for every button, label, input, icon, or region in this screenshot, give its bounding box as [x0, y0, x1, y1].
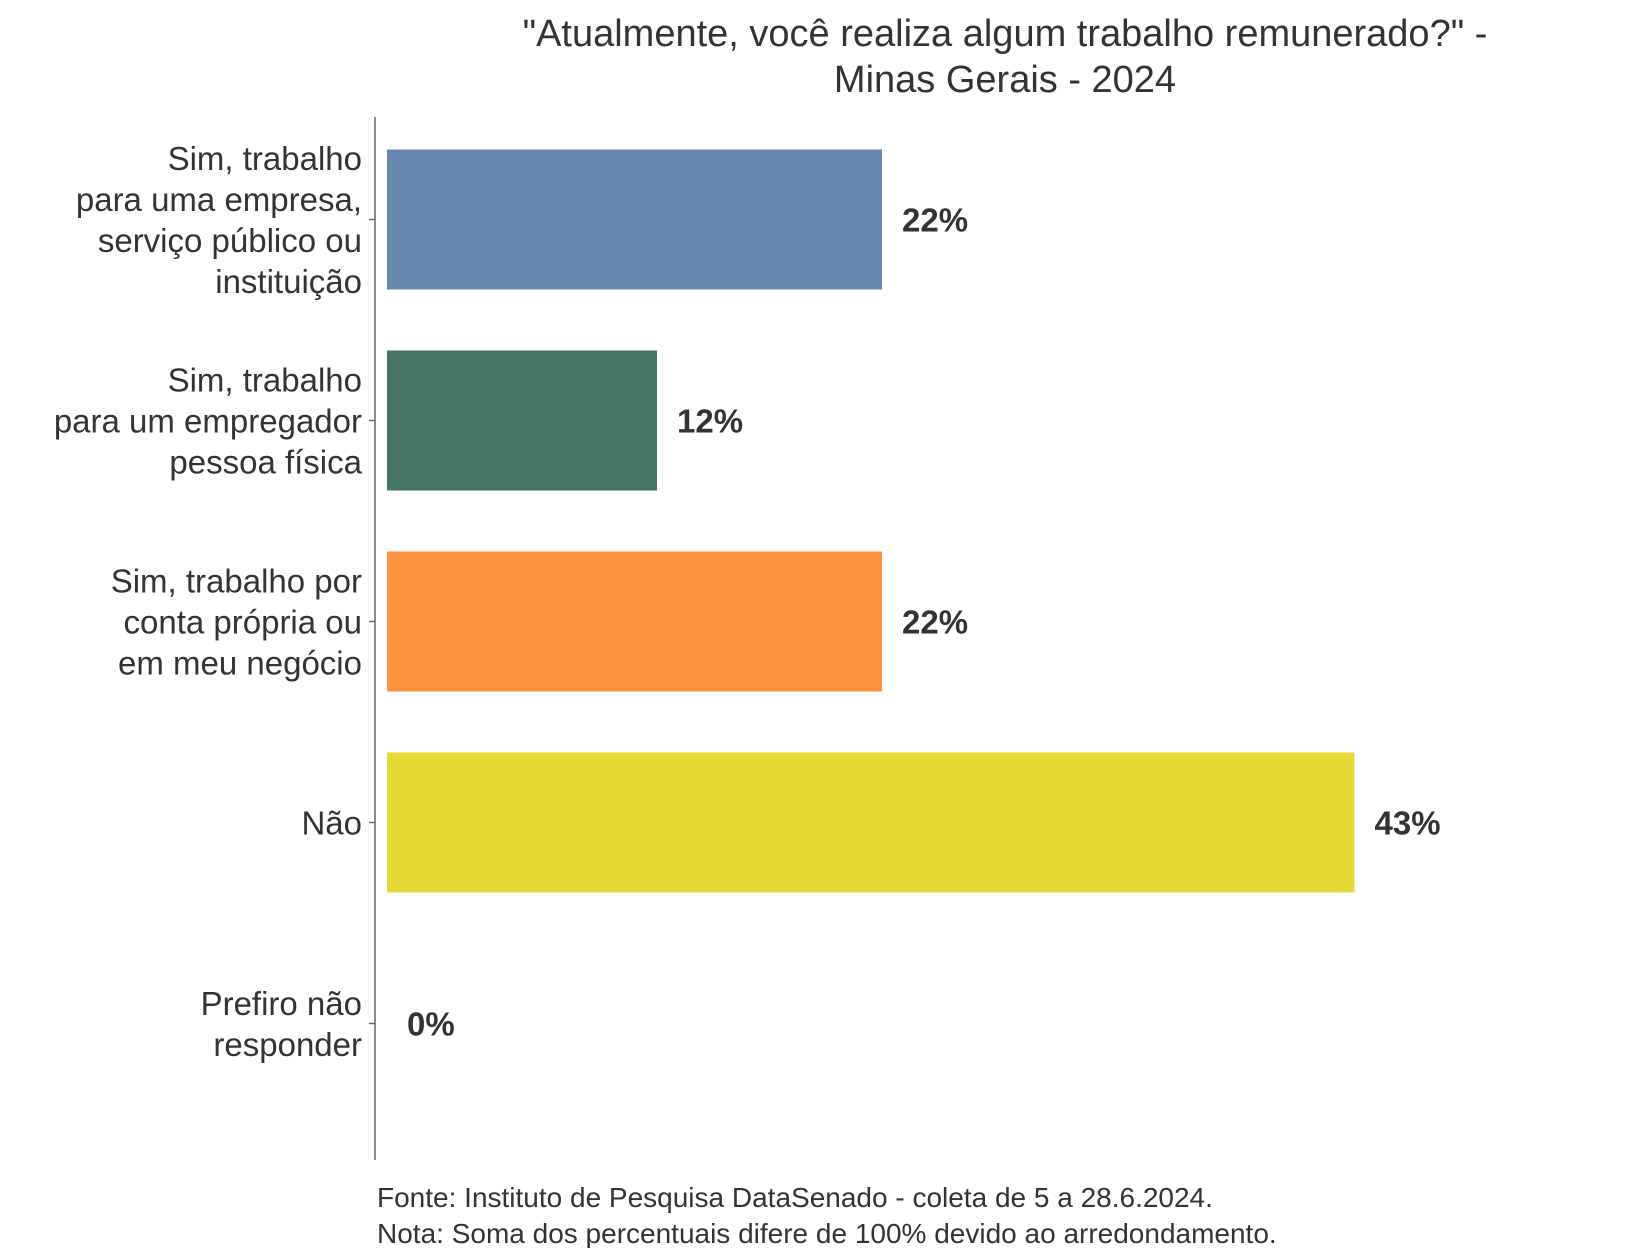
value-label: 12%: [677, 403, 743, 440]
value-labels: 22% 12% 22% 43% 0%: [407, 202, 1441, 1043]
bar: [387, 149, 882, 290]
caption-line: Fonte: Instituto de Pesquisa DataSenado …: [377, 1182, 1213, 1213]
chart-title-line: "Atualmente, você realiza algum trabalho…: [523, 13, 1488, 55]
value-label: 43%: [1375, 805, 1441, 842]
value-label: 22%: [902, 604, 968, 641]
bar: [387, 752, 1355, 893]
category-labels: Sim, trabalho para uma empresa, serviço pú…: [54, 140, 363, 1063]
value-label: 0%: [407, 1006, 455, 1043]
bar: [387, 551, 882, 692]
category-label: Não: [301, 805, 362, 842]
bar: [387, 350, 657, 491]
caption-line: Nota: Soma dos percentuais difere de 100…: [377, 1218, 1277, 1248]
category-label: Sim, trabalho para um empregador pessoa fí…: [54, 362, 363, 481]
category-label: Sim, trabalho para uma empresa, serviço pú…: [76, 140, 362, 300]
chart-title-line: Minas Gerais - 2024: [834, 59, 1176, 101]
bars-group: [369, 149, 1355, 1025]
chart-title: "Atualmente, você realiza algum trabalho…: [523, 13, 1488, 101]
value-label: 22%: [902, 202, 968, 239]
chart-caption: Fonte: Instituto de Pesquisa DataSenado …: [377, 1182, 1277, 1248]
category-label: Sim, trabalho por conta própria ou em meu …: [111, 563, 362, 682]
category-label: Prefiro não responder: [201, 985, 362, 1063]
